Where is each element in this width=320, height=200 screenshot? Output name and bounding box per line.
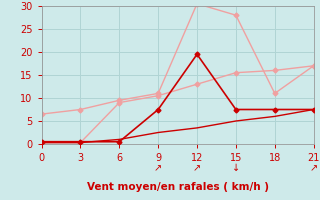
Text: ↓: ↓ [232, 163, 240, 173]
Text: ↗: ↗ [154, 163, 162, 173]
Text: ↗: ↗ [309, 163, 318, 173]
X-axis label: Vent moyen/en rafales ( km/h ): Vent moyen/en rafales ( km/h ) [87, 182, 268, 192]
Text: ↗: ↗ [193, 163, 201, 173]
